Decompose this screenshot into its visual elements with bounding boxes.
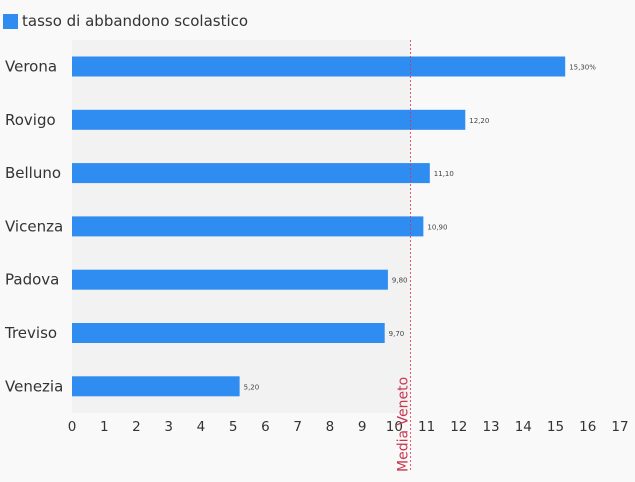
x-tick-label: 1 <box>100 419 109 435</box>
x-tick-label: 11 <box>418 419 435 435</box>
bar[interactable] <box>72 269 388 290</box>
category-label: Verona <box>5 58 57 76</box>
bar[interactable] <box>72 163 430 184</box>
x-tick-label: 7 <box>293 419 302 435</box>
legend[interactable]: tasso di abbandono scolastico <box>3 12 248 30</box>
data-label: 15,30% <box>569 64 596 72</box>
bar[interactable] <box>72 323 385 343</box>
bar[interactable] <box>72 216 424 237</box>
x-tick-label: 16 <box>579 419 596 435</box>
category-label: Vicenza <box>5 217 63 235</box>
x-tick-label: 3 <box>164 419 173 435</box>
x-tick-label: 0 <box>68 419 77 435</box>
data-label: 5,20 <box>244 383 260 391</box>
data-label: 11,10 <box>434 170 454 178</box>
x-tick-label: 2 <box>132 419 141 435</box>
x-tick-label: 14 <box>515 419 532 435</box>
bar[interactable] <box>72 376 240 397</box>
x-tick-label: 9 <box>358 419 367 435</box>
legend-swatch <box>3 13 18 29</box>
category-label: Rovigo <box>5 111 56 129</box>
category-label: Treviso <box>4 324 57 342</box>
x-tick-label: 5 <box>229 419 238 435</box>
category-label: Padova <box>5 271 59 289</box>
reference-line-label: Media Veneto <box>395 377 411 472</box>
category-label: Belluno <box>5 164 61 182</box>
data-label: 12,20 <box>469 117 489 125</box>
x-tick-label: 10 <box>386 419 403 435</box>
x-tick-label: 13 <box>482 419 499 435</box>
x-tick-label: 17 <box>611 419 628 435</box>
data-label: 10,90 <box>427 223 447 231</box>
x-tick-label: 6 <box>261 419 270 435</box>
bar[interactable] <box>72 56 566 77</box>
x-tick-label: 12 <box>450 419 467 435</box>
data-label: 9,80 <box>392 277 408 285</box>
data-label: 9,70 <box>389 330 405 338</box>
x-tick-label: 15 <box>547 419 564 435</box>
legend-label: tasso di abbandono scolastico <box>22 12 249 30</box>
bar[interactable] <box>72 109 466 130</box>
category-label: Venezia <box>5 377 63 395</box>
x-tick-label: 8 <box>326 419 335 435</box>
x-tick-label: 4 <box>197 419 206 435</box>
